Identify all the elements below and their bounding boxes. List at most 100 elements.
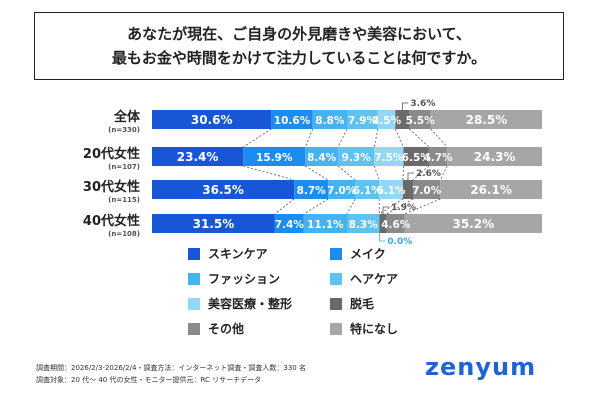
callout-label: 2.6% (416, 169, 441, 179)
bar-segment-3-0 (152, 214, 275, 233)
data-label: 8.4% (307, 152, 337, 164)
data-label: 26.1% (470, 183, 512, 197)
callout-leader (401, 102, 409, 110)
legend-label: 特になし (350, 322, 399, 336)
category-n-label: (n=107) (108, 163, 140, 171)
category-label: 40代女性 (83, 213, 140, 229)
legend-label: 脱毛 (350, 297, 375, 311)
connector-line (274, 198, 295, 215)
connector-line (303, 198, 329, 215)
connector-line (304, 128, 314, 148)
bar-segment-3-2 (303, 214, 347, 233)
bar-segment-1-2 (305, 147, 339, 166)
legend-item: ヘアケア (330, 271, 448, 286)
connector-line (305, 165, 329, 181)
data-label: 7.4% (275, 219, 305, 231)
legend-item: その他 (188, 321, 330, 336)
category-n-label: (n=108) (108, 230, 140, 238)
data-label: 8.3% (349, 219, 379, 231)
data-label: 28.5% (466, 113, 508, 127)
bar-segment-0-3 (347, 110, 378, 129)
bar-segment-0-4 (377, 110, 396, 129)
footnote-line-1: 調査期間：2026/2/3-2026/2/4・調査方法：インターネット調査・調査… (36, 364, 306, 372)
brand-logo: zenyum (425, 353, 537, 381)
connector-line (412, 165, 430, 181)
connector-line (439, 165, 448, 181)
bar-segment-3-1 (274, 214, 304, 233)
bar-segment-2-2 (328, 180, 356, 199)
bar-segment-2-4 (379, 180, 403, 199)
legend-label: スキンケア (208, 247, 268, 261)
callout-leader (378, 233, 386, 242)
data-label: 23.4% (177, 150, 219, 164)
data-label: 5.5% (406, 115, 436, 127)
bar-segment-0-6 (409, 110, 431, 129)
data-label: 8.7% (297, 185, 327, 197)
data-label: 35.2% (453, 217, 495, 231)
bar-segment-2-3 (355, 180, 380, 199)
legend-swatch (330, 322, 342, 335)
legend-label: ファッション (208, 272, 281, 286)
data-label: 10.6% (274, 115, 311, 127)
bar-segment-3-5 (379, 214, 387, 233)
bar-segment-2-5 (402, 180, 414, 199)
legend-item: メイク (330, 246, 448, 261)
data-label: 4.5% (372, 115, 402, 127)
legend-swatch (188, 247, 200, 260)
connector-line (430, 128, 448, 148)
legend-item: 脱毛 (330, 296, 448, 311)
data-label: 8.8% (315, 115, 345, 127)
data-label: 30.6% (191, 113, 233, 127)
bar-segment-2-6 (413, 180, 441, 199)
bar-segment-0-2 (312, 110, 347, 129)
bar-segment-0-0 (152, 110, 272, 129)
data-label: 6.5% (402, 152, 432, 164)
legend-label: 美容医療・整形 (208, 297, 293, 311)
legend-label: メイク (350, 247, 386, 261)
data-label: 36.5% (202, 183, 244, 197)
connector-line (243, 128, 272, 148)
bar-segment-1-3 (338, 147, 375, 166)
data-label: 6.1% (376, 185, 406, 197)
connector-line (373, 165, 380, 181)
legend-label: その他 (208, 322, 245, 336)
bar-segment-3-3 (347, 214, 380, 233)
category-n-label: (n=330) (108, 126, 140, 134)
data-label: 7.0% (327, 185, 357, 197)
bar-segment-2-0 (152, 180, 295, 199)
bar-segment-1-6 (428, 147, 448, 166)
data-label: 31.5% (193, 217, 235, 231)
legend-item: ファッション (188, 271, 330, 286)
connector-line (379, 198, 404, 215)
callout-label: 1.9% (391, 203, 416, 213)
callout-label: 3.6% (410, 99, 435, 109)
connector-line (346, 198, 356, 215)
legend-item: 特になし (330, 321, 448, 336)
data-label: 7.9% (348, 115, 378, 127)
data-label: 15.9% (256, 152, 293, 164)
connector-line (409, 128, 430, 148)
category-label: 全体 (113, 109, 141, 125)
chart-legend: スキンケア メイクファッション ヘアケア美容医療・整形 脱毛その他 特になし (188, 246, 448, 336)
data-label: 7.5% (374, 152, 404, 164)
legend-swatch (330, 297, 342, 310)
bar-segment-1-4 (374, 147, 404, 166)
bar-segment-1-7 (447, 147, 542, 166)
data-label: 4.6% (381, 219, 411, 231)
category-label: 30代女性 (83, 179, 140, 195)
connector-line (402, 165, 404, 181)
survey-footnote: 調査期間：2026/2/3-2026/2/4・調査方法：インターネット調査・調査… (36, 362, 306, 386)
legend-swatch (330, 272, 342, 285)
connector-line (404, 198, 441, 215)
category-label: 20代女性 (83, 146, 140, 162)
data-label: 4.7% (424, 152, 454, 164)
bar-segment-3-6 (386, 214, 405, 233)
connector-line (386, 198, 414, 215)
legend-swatch (188, 272, 200, 285)
data-label: 24.3% (474, 150, 516, 164)
bar-segment-2-7 (440, 180, 542, 199)
legend-swatch (330, 247, 342, 260)
callout-leader (382, 206, 390, 214)
legend-item: スキンケア (188, 246, 330, 261)
